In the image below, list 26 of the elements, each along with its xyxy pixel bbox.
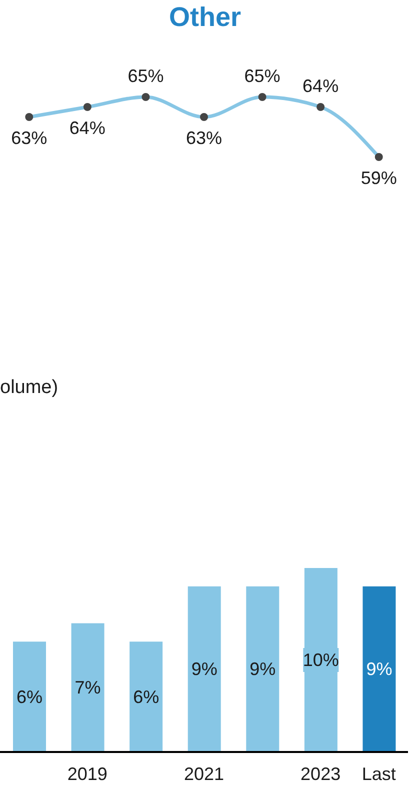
chart-title: Other: [168, 2, 242, 32]
x-tick-label: Last: [362, 764, 396, 784]
data-label: 65%: [128, 66, 164, 86]
data-label: 64%: [69, 118, 106, 138]
bar: [362, 586, 396, 752]
bar: [246, 586, 280, 752]
x-tick-label: 2021: [184, 764, 224, 784]
data-label: 63%: [11, 128, 48, 148]
bar: [13, 642, 46, 752]
bar: [188, 586, 221, 752]
data-label: 59%: [360, 168, 397, 188]
data-label: 9%: [191, 659, 218, 680]
data-label: 65%: [244, 66, 280, 86]
data-label: 63%: [186, 128, 222, 148]
data-label: 9%: [250, 659, 276, 680]
data-label: 6%: [16, 686, 43, 707]
x-tick-label: 2019: [67, 764, 108, 784]
data-label: 10%: [302, 650, 339, 670]
data-label: 7%: [74, 678, 101, 698]
x-tick-label: 2023: [300, 764, 341, 784]
bar: [130, 642, 163, 752]
data-label: 6%: [133, 686, 160, 707]
chart-title: olume): [0, 376, 58, 400]
bar: [71, 623, 104, 752]
data-label: 64%: [302, 76, 339, 96]
data-label: 9%: [366, 659, 392, 680]
